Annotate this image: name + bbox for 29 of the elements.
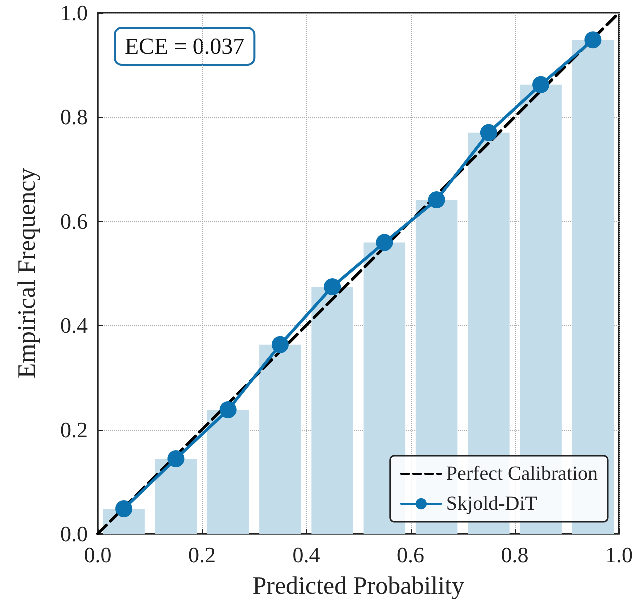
point <box>532 76 550 94</box>
x-tick-label: 0.4 <box>292 542 320 568</box>
x-tick-label: 1.0 <box>606 542 633 568</box>
bar <box>207 410 250 534</box>
bar <box>260 344 302 534</box>
bar <box>312 287 354 534</box>
point <box>428 192 446 209</box>
x-tick-label: 0.6 <box>397 542 424 568</box>
point <box>376 234 394 252</box>
legend-label: Skjold-DiT <box>446 493 538 515</box>
point <box>168 450 185 468</box>
y-tick-label: 0.4 <box>60 313 88 338</box>
y-tick-label: 1.0 <box>60 0 88 26</box>
point <box>220 402 237 418</box>
y-tick-label: 0.6 <box>60 208 88 234</box>
legend-label: Perfect Calibration <box>446 463 598 485</box>
bar <box>155 458 198 534</box>
point <box>584 32 602 49</box>
x-axis-title: Predicted Probability <box>252 573 465 600</box>
point <box>324 278 342 296</box>
x-tick-label: 0.2 <box>188 542 216 568</box>
point <box>272 336 289 354</box>
point <box>116 500 133 518</box>
y-tick-label: 0.2 <box>60 417 88 442</box>
point <box>480 124 498 142</box>
annotation: ECE = 0.037 <box>125 34 245 59</box>
x-tick-label: 0.8 <box>501 542 529 568</box>
y-tick-label: 0.8 <box>60 104 88 130</box>
y-axis-title: Empirical Frequency <box>14 168 41 379</box>
